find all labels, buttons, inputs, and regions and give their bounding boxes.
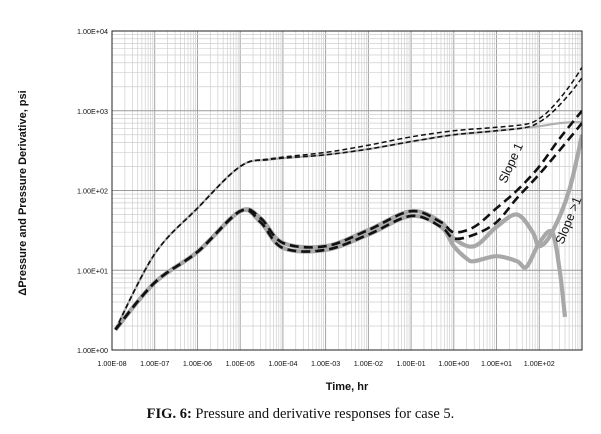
figure-caption-text: Pressure and derivative responses for ca…: [191, 406, 455, 422]
x-tick-label: 1.00E-03: [311, 359, 340, 368]
x-tick-label: 1.00E-05: [226, 359, 255, 368]
x-tick-label: 1.00E-08: [97, 359, 126, 368]
series-line-1: [114, 77, 582, 330]
x-tick-label: 1.00E-04: [268, 359, 297, 368]
x-tick-label: 1.00E+00: [438, 359, 469, 368]
series-line-4: [114, 122, 582, 331]
x-tick-label: 1.00E-01: [397, 359, 426, 368]
x-tick-label: 1.00E+02: [524, 359, 555, 368]
figure-caption: FIG. 6: Pressure and derivative response…: [0, 406, 601, 423]
x-tick-label: 1.00E-06: [183, 359, 212, 368]
y-tick-label: 1.00E+04: [77, 27, 108, 36]
chart-ticks: 1.00E-08 1.00E-07 1.00E-06 1.00E-05 1.00E-04…: [77, 27, 555, 368]
y-tick-label: 1.00E+02: [77, 187, 108, 196]
y-axis-label-box: ΔPressure and Pressure Derivative, psi: [6, 28, 40, 358]
y-tick-label: 1.00E+03: [77, 107, 108, 116]
plot-frame: [111, 30, 583, 351]
x-axis-label: Time, hr: [325, 381, 369, 393]
x-tick-label: 1.00E-02: [354, 359, 383, 368]
figure-caption-label: FIG. 6:: [146, 406, 192, 422]
chart-grid: [111, 31, 582, 351]
y-tick-label: 1.00E+00: [77, 346, 108, 355]
x-tick-label: 1.00E+01: [481, 359, 512, 368]
chart-series: [113, 66, 582, 331]
annotation-slope-1: Slope 1: [496, 141, 526, 185]
y-axis-label: ΔPressure and Pressure Derivative, psi: [17, 90, 29, 296]
x-tick-label: 1.00E-07: [140, 359, 169, 368]
y-tick-label: 1.00E+01: [77, 266, 108, 275]
